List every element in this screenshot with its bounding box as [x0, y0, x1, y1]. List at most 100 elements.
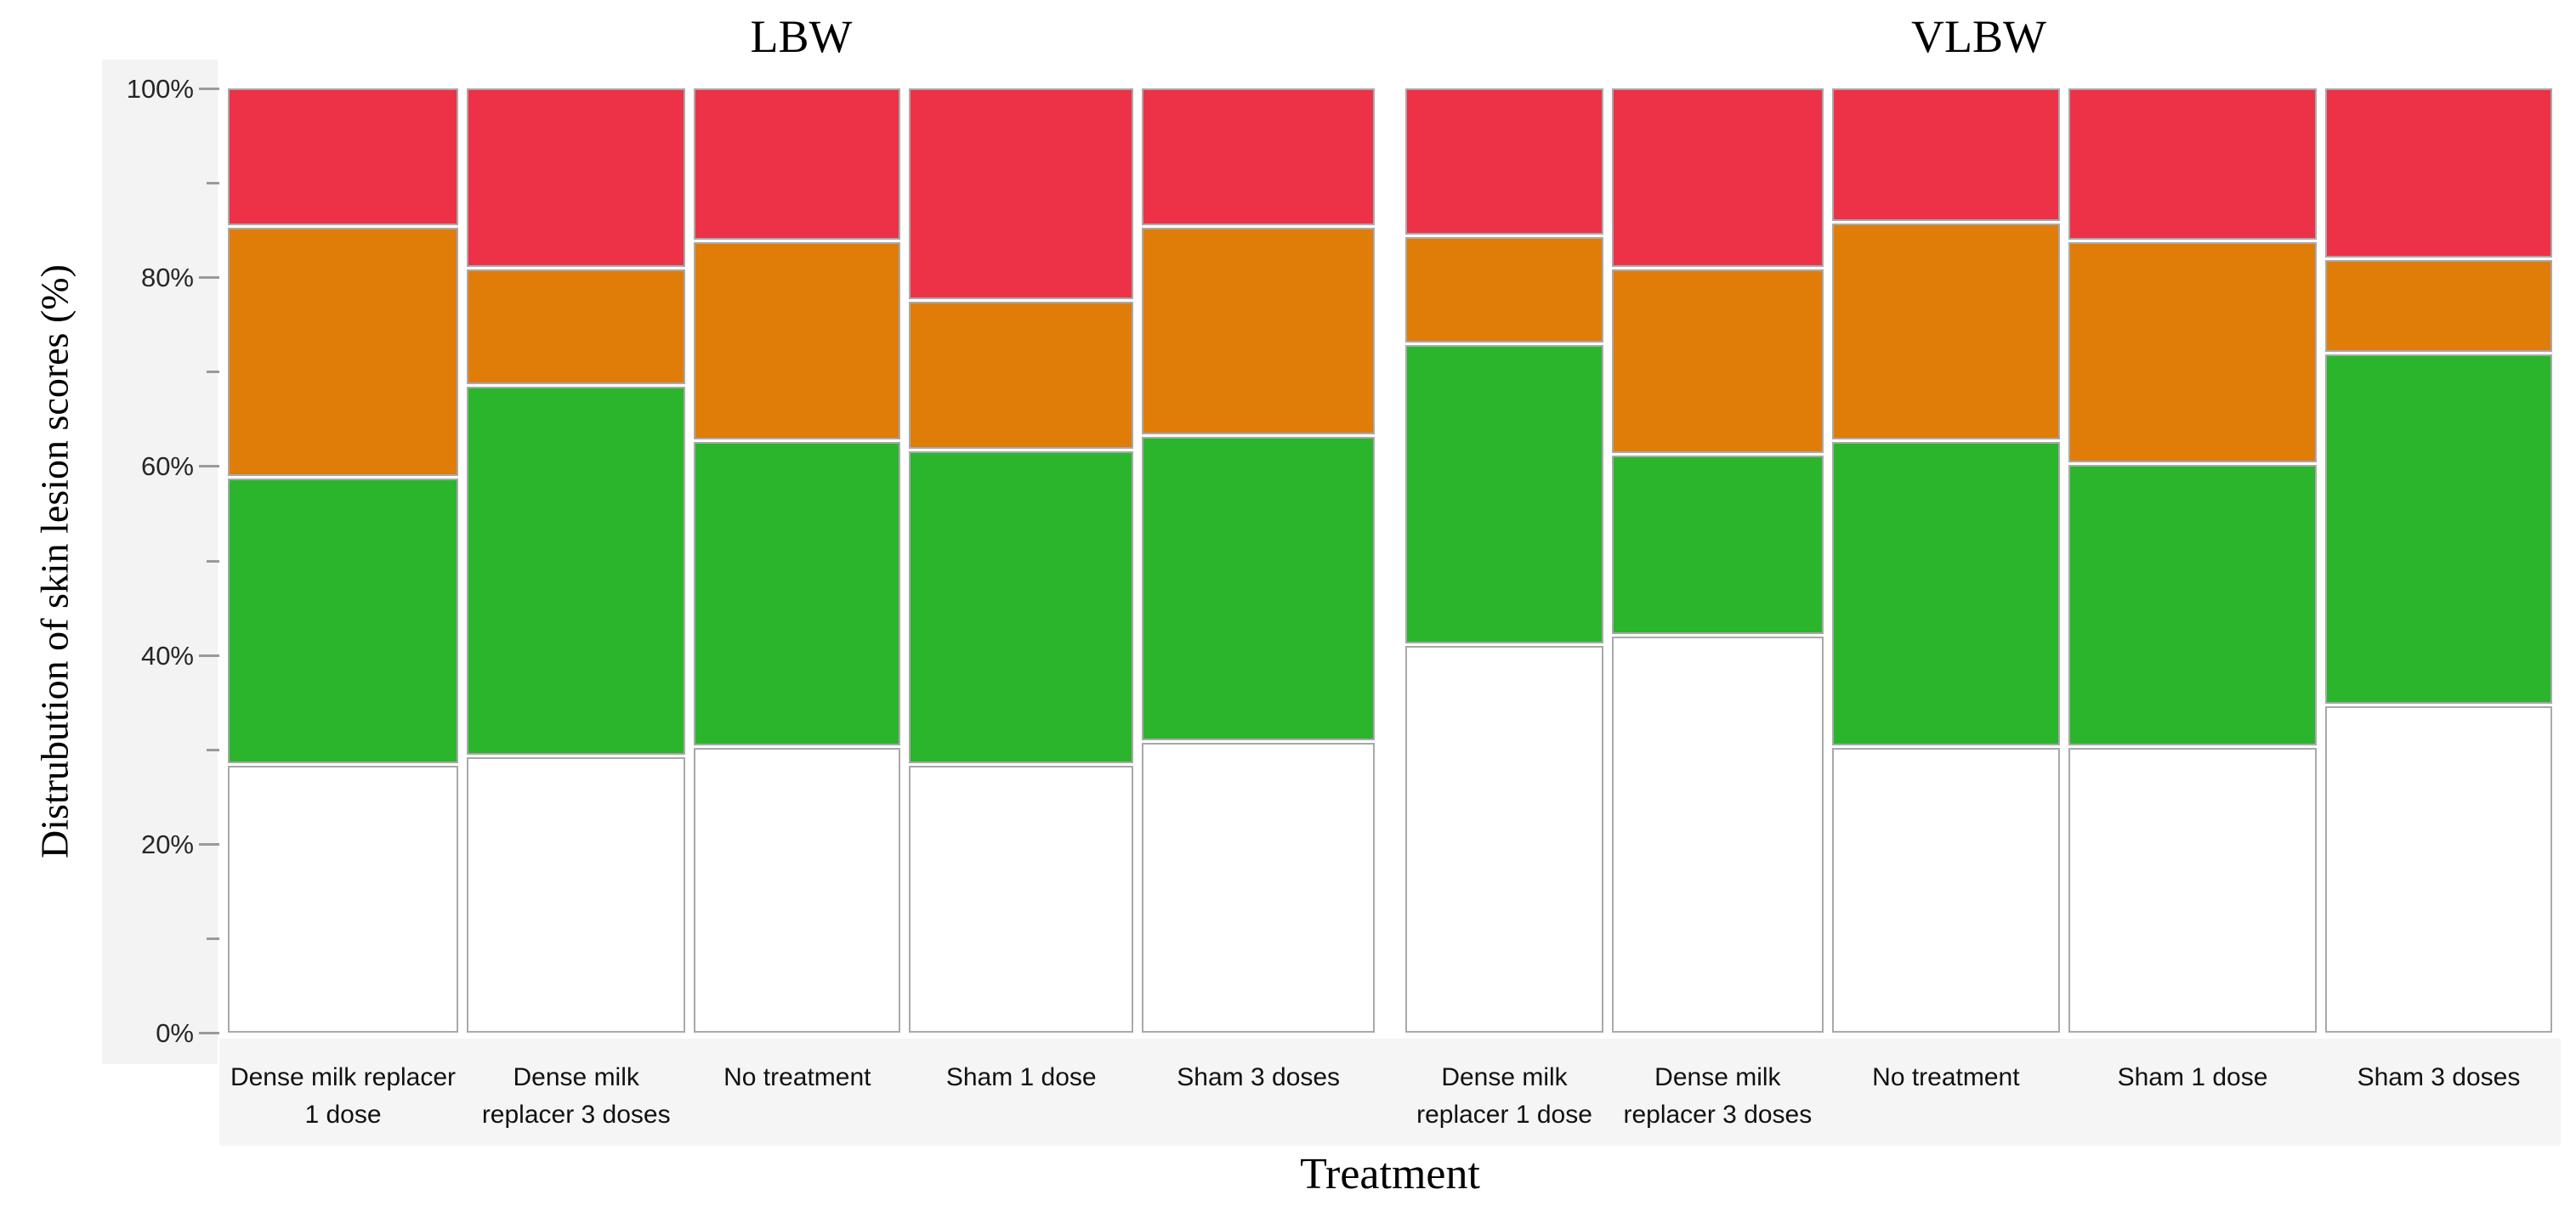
minor-tick-mark	[207, 937, 219, 940]
y-axis-label: Distrubution of skin lesion scores (%)	[32, 264, 77, 858]
bar-segment-orange	[2068, 241, 2317, 462]
bar-segment-orange	[466, 269, 686, 384]
x-axis-label: Treatment	[1300, 1150, 1480, 1198]
minor-tick-mark	[207, 559, 219, 563]
x-axis-label-row: Treatment	[219, 1149, 2561, 1199]
bar-segment-green	[909, 450, 1134, 764]
category-label: Dense milk replacer 1 dose	[1416, 1063, 1592, 1129]
bar-segment-green	[694, 441, 901, 745]
category-label: Sham 1 dose	[945, 1063, 1097, 1091]
major-tick-mark	[199, 842, 219, 846]
minor-tick-mark	[207, 371, 219, 374]
y-tick-label: 20%	[140, 829, 194, 859]
category-label: No treatment	[723, 1063, 871, 1091]
bar-column	[694, 88, 901, 1033]
bar-segment-green	[1405, 344, 1603, 644]
bar-column	[2068, 88, 2317, 1033]
major-tick-mark	[199, 465, 219, 468]
bar-segment-orange	[2324, 260, 2552, 352]
bar-segment-green	[2324, 354, 2552, 704]
bar-segment-red	[466, 88, 686, 268]
category-labels-row: Dense milk replacer 1 dose Dense milk rep…	[219, 1040, 1383, 1141]
bar-stack	[2068, 88, 2317, 1033]
bars-row	[219, 88, 1383, 1033]
bar-segment-white	[1142, 743, 1375, 1033]
bar-stack	[694, 88, 901, 1033]
bar-segment-green	[1612, 456, 1824, 635]
bar-segment-white	[228, 766, 458, 1033]
category-label: No treatment	[1872, 1063, 2020, 1091]
bar-stack	[1612, 88, 1824, 1033]
bar-segment-red	[1831, 88, 2061, 222]
bar-segment-red	[1142, 88, 1375, 226]
y-tick-label: 40%	[140, 640, 194, 671]
bar-column	[2324, 88, 2552, 1033]
category-label: Dense milk replacer 1 dose	[230, 1063, 457, 1129]
bar-segment-red	[228, 88, 458, 226]
bar-segment-orange	[1405, 237, 1603, 343]
bar-segment-white	[2068, 747, 2317, 1033]
bar-column	[466, 88, 686, 1033]
bar-segment-red	[1405, 88, 1603, 235]
bar-segment-red	[909, 88, 1134, 300]
major-tick-mark	[199, 88, 219, 90]
bar-column	[1142, 88, 1375, 1033]
panel-title-lbw: LBW	[750, 11, 853, 62]
bar-segment-orange	[1612, 269, 1824, 454]
category-label: Sham 3 doses	[1177, 1063, 1341, 1091]
bar-column	[1831, 88, 2061, 1033]
bar-segment-orange	[909, 302, 1134, 449]
bar-segment-red	[2068, 88, 2317, 240]
bar-segment-orange	[694, 241, 901, 439]
bar-stack	[909, 88, 1134, 1033]
y-tick-label: 60%	[140, 451, 194, 482]
bar-segment-orange	[228, 228, 458, 477]
major-tick-mark	[199, 276, 219, 280]
bar-segment-white	[1831, 747, 2061, 1033]
bar-segment-red	[2324, 88, 2552, 258]
bar-segment-green	[1142, 437, 1375, 741]
bar-segment-orange	[1142, 228, 1375, 435]
bar-segment-white	[2324, 705, 2552, 1033]
category-label: Sham 1 dose	[2117, 1063, 2268, 1091]
bar-column	[228, 88, 458, 1033]
bar-column	[1612, 88, 1824, 1033]
bar-stack	[466, 88, 686, 1033]
y-tick-label: 0%	[156, 1018, 194, 1048]
minor-tick-mark	[207, 182, 219, 185]
bar-segment-white	[1405, 646, 1603, 1033]
minor-tick-mark	[207, 748, 219, 751]
category-label-strip	[219, 1039, 2561, 1146]
bar-stack	[228, 88, 458, 1033]
bars-row	[1397, 88, 2561, 1033]
bar-column	[909, 88, 1134, 1033]
bar-segment-green	[2068, 464, 2317, 745]
bar-segment-green	[228, 479, 458, 764]
bar-segment-white	[909, 766, 1134, 1033]
major-tick-mark	[199, 1032, 219, 1034]
panel-title-vlbw: VLBW	[1911, 11, 2046, 62]
bar-stack	[1405, 88, 1603, 1033]
y-tick-label: 80%	[140, 263, 194, 293]
bar-stack	[1831, 88, 2061, 1033]
bar-stack	[2324, 88, 2552, 1033]
bar-segment-green	[1831, 441, 2061, 745]
category-label: Dense milk replacer 3 doses	[1623, 1063, 1813, 1129]
y-axis-tick-strip	[102, 59, 218, 1064]
bar-stack	[1142, 88, 1375, 1033]
category-labels-row: Dense milk replacer 1 dose Dense milk rep…	[1397, 1040, 2561, 1141]
bar-segment-white	[1612, 637, 1824, 1033]
bar-column	[1405, 88, 1603, 1033]
panel-vlbw: Dense milk replacer 1 dose Dense milk rep…	[1397, 88, 2561, 1141]
plot-area: Dense milk replacer 1 dose Dense milk rep…	[219, 88, 2561, 1141]
category-label: Sham 3 doses	[2357, 1063, 2521, 1091]
bar-segment-red	[694, 88, 901, 240]
category-label: Dense milk replacer 3 doses	[481, 1063, 671, 1129]
y-tick-label: 100%	[126, 74, 194, 104]
bar-segment-white	[694, 747, 901, 1033]
bar-segment-orange	[1831, 224, 2061, 439]
major-tick-mark	[199, 654, 219, 657]
bar-segment-red	[1612, 88, 1824, 268]
bar-segment-green	[466, 386, 686, 755]
